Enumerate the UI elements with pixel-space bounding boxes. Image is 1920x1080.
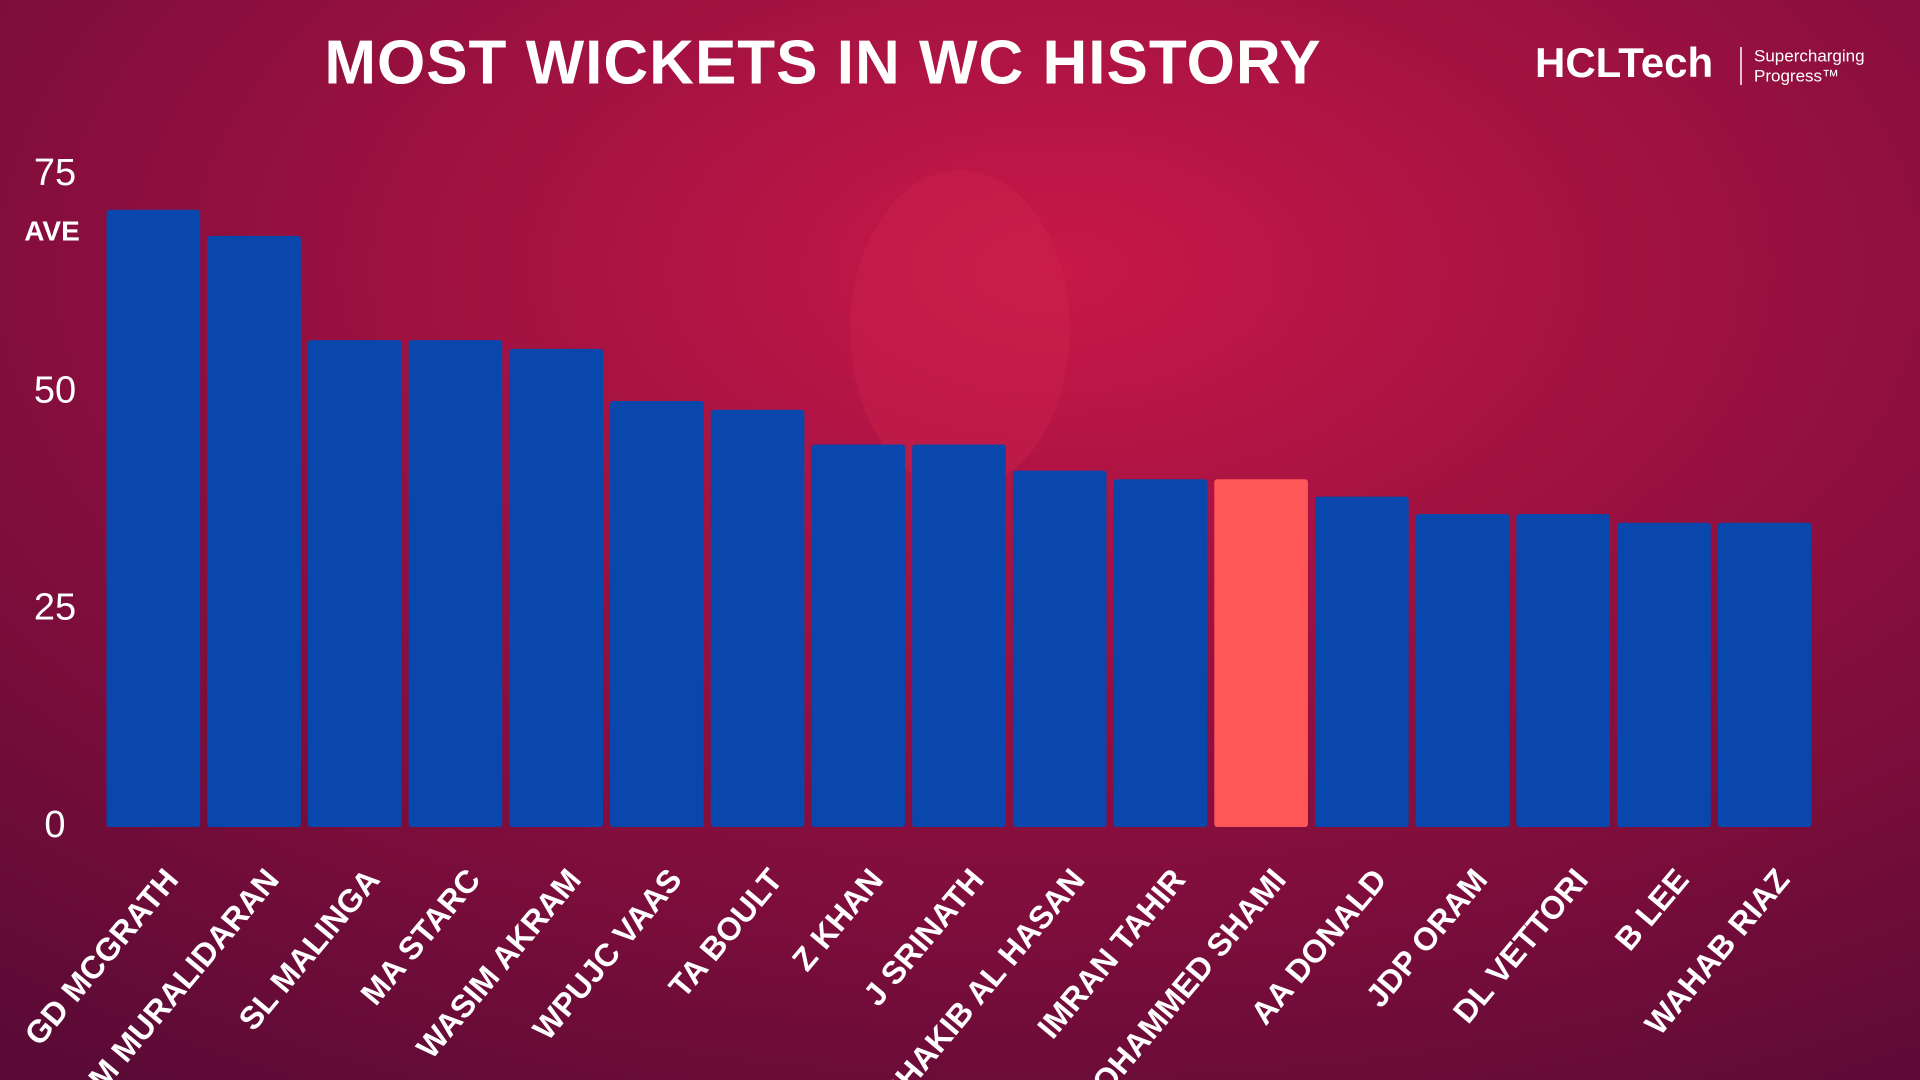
bar (912, 444, 1006, 827)
bar (610, 401, 704, 827)
bar (307, 340, 402, 827)
y-axis-label: AVE (24, 215, 80, 246)
logo-tagline: Supercharging (1754, 46, 1865, 65)
y-tick-label: 50 (34, 369, 76, 411)
bar (811, 444, 906, 827)
bar (1113, 479, 1208, 827)
bar (509, 348, 604, 827)
bar (1717, 522, 1812, 827)
y-tick-label: 75 (34, 152, 76, 194)
bar (1314, 496, 1409, 827)
bar (1415, 514, 1510, 827)
bar (710, 409, 805, 827)
chart-title: MOST WICKETS IN WC HISTORY (324, 28, 1321, 97)
y-tick-label: 25 (34, 587, 76, 629)
bar (1516, 514, 1611, 827)
bar (207, 235, 301, 827)
bar (1617, 522, 1711, 827)
bar (1012, 470, 1107, 827)
logo-tagline: Progress™ (1754, 66, 1839, 85)
y-tick-label: 0 (44, 804, 65, 846)
bar (408, 340, 503, 827)
bar (1214, 479, 1308, 827)
logo-brand: HCLTech (1535, 39, 1713, 86)
bar (106, 209, 201, 828)
background-trophy (850, 170, 1070, 490)
